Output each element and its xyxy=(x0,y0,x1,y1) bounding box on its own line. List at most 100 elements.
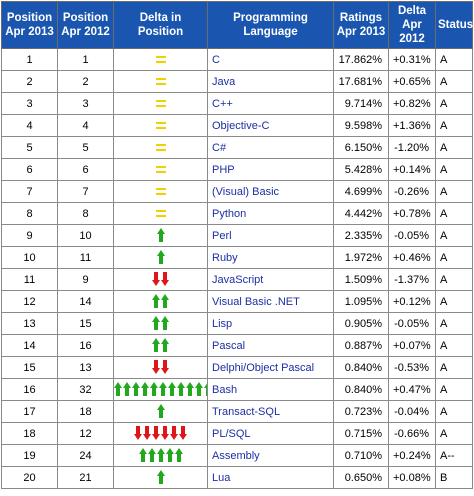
arrow-up-icon xyxy=(147,447,156,462)
ratings-cell: 9.598% xyxy=(333,114,389,137)
arrow-up-icon xyxy=(150,381,158,396)
language-link[interactable]: Perl xyxy=(207,224,334,247)
status-cell: A xyxy=(435,202,473,225)
delta-position-cell xyxy=(113,180,208,203)
arrow-up-icon xyxy=(161,293,169,308)
position-2012-cell: 1 xyxy=(57,48,114,71)
delta-cell: +0.24% xyxy=(388,444,436,467)
position-change-indicator xyxy=(152,359,169,375)
arrow-down-icon xyxy=(152,271,160,286)
language-link[interactable]: Delphi/Object Pascal xyxy=(207,356,334,379)
language-link[interactable]: (Visual) Basic xyxy=(207,180,334,203)
delta-position-cell xyxy=(113,312,208,335)
status-cell: A xyxy=(435,312,473,335)
col-header-delta-in-position: Delta in Position xyxy=(113,1,208,49)
table-body: 1 1 C 17.862% +0.31% A 2 2 Java 17.681% +0.65% A 3 3 C… xyxy=(1,48,473,489)
arrow-up-icon xyxy=(132,381,140,396)
delta-cell: +0.78% xyxy=(388,202,436,225)
arrow-up-icon xyxy=(156,249,165,264)
status-cell: A xyxy=(435,92,473,115)
language-link[interactable]: C++ xyxy=(207,92,334,115)
status-cell: A xyxy=(435,224,473,247)
arrow-down-icon xyxy=(161,425,169,440)
table-header-row: Position Apr 2013 Position Apr 2012 Delta … xyxy=(1,1,473,49)
arrow-up-icon xyxy=(177,381,185,396)
delta-cell: -0.05% xyxy=(388,224,436,247)
language-link[interactable]: JavaScript xyxy=(207,268,334,291)
position-2012-cell: 24 xyxy=(57,444,114,467)
language-link[interactable]: Assembly xyxy=(207,444,334,467)
col-header-status: Status xyxy=(435,1,473,49)
table-row: 6 6 PHP 5.428% +0.14% A xyxy=(1,158,473,181)
ranking-table: Position Apr 2013 Position Apr 2012 Delta … xyxy=(1,1,473,489)
position-2012-cell: 11 xyxy=(57,246,114,269)
language-link[interactable]: Lisp xyxy=(207,312,334,335)
delta-cell: -0.04% xyxy=(388,400,436,423)
equal-sign-icon xyxy=(155,122,166,129)
position-change-indicator xyxy=(155,118,166,134)
delta-cell: +0.12% xyxy=(388,290,436,313)
delta-cell: +0.31% xyxy=(388,48,436,71)
position-2013-cell: 4 xyxy=(1,114,58,137)
status-cell: A xyxy=(435,48,473,71)
ratings-cell: 0.715% xyxy=(333,422,389,445)
arrow-up-icon xyxy=(156,403,165,418)
table-row: 12 14 Visual Basic .NET 1.095% +0.12% A xyxy=(1,290,473,313)
position-2013-cell: 7 xyxy=(1,180,58,203)
status-cell: A-- xyxy=(435,444,473,467)
language-link[interactable]: PHP xyxy=(207,158,334,181)
position-2012-cell: 32 xyxy=(57,378,114,401)
table-row: 16 32 Bash 0.840% +0.47% A xyxy=(1,378,473,401)
equal-sign-icon xyxy=(155,144,166,151)
position-change-indicator xyxy=(156,403,165,419)
position-change-indicator xyxy=(156,469,165,485)
table-row: 3 3 C++ 9.714% +0.82% A xyxy=(1,92,473,115)
ratings-cell: 0.840% xyxy=(333,356,389,379)
language-link[interactable]: C# xyxy=(207,136,334,159)
table-row: 8 8 Python 4.442% +0.78% A xyxy=(1,202,473,225)
delta-cell: +1.36% xyxy=(388,114,436,137)
position-2013-cell: 12 xyxy=(1,290,58,313)
delta-position-cell xyxy=(113,290,208,313)
delta-cell: -1.20% xyxy=(388,136,436,159)
language-link[interactable]: Python xyxy=(207,202,334,225)
status-cell: A xyxy=(435,246,473,269)
arrow-up-icon xyxy=(141,381,149,396)
delta-cell: -1.37% xyxy=(388,268,436,291)
position-2013-cell: 8 xyxy=(1,202,58,225)
status-cell: A xyxy=(435,70,473,93)
equal-sign-icon xyxy=(155,166,166,173)
language-link[interactable]: Bash xyxy=(207,378,334,401)
language-link[interactable]: PL/SQL xyxy=(207,422,334,445)
language-link[interactable]: Visual Basic .NET xyxy=(207,290,334,313)
language-link[interactable]: Lua xyxy=(207,466,334,489)
language-link[interactable]: Java xyxy=(207,70,334,93)
arrow-up-icon xyxy=(195,381,203,396)
position-change-indicator xyxy=(155,52,166,68)
position-2012-cell: 2 xyxy=(57,70,114,93)
position-2013-cell: 6 xyxy=(1,158,58,181)
ratings-cell: 0.650% xyxy=(333,466,389,489)
arrow-up-icon xyxy=(161,337,169,352)
arrow-up-icon xyxy=(186,381,194,396)
language-link[interactable]: C xyxy=(207,48,334,71)
delta-cell: +0.46% xyxy=(388,246,436,269)
language-link[interactable]: Objective-C xyxy=(207,114,334,137)
arrow-down-icon xyxy=(143,425,151,440)
arrow-up-icon xyxy=(174,447,183,462)
position-change-indicator xyxy=(156,227,165,243)
position-change-indicator xyxy=(138,447,183,463)
table-row: 4 4 Objective-C 9.598% +1.36% A xyxy=(1,114,473,137)
arrow-up-icon xyxy=(204,381,207,396)
language-link[interactable]: Pascal xyxy=(207,334,334,357)
col-header-position-2013: Position Apr 2013 xyxy=(1,1,58,49)
delta-position-cell xyxy=(113,114,208,137)
position-2012-cell: 14 xyxy=(57,290,114,313)
language-link[interactable]: Ruby xyxy=(207,246,334,269)
language-link[interactable]: Transact-SQL xyxy=(207,400,334,423)
delta-position-cell xyxy=(113,202,208,225)
delta-cell: +0.65% xyxy=(388,70,436,93)
arrow-up-icon xyxy=(156,447,165,462)
equal-sign-icon xyxy=(155,210,166,217)
